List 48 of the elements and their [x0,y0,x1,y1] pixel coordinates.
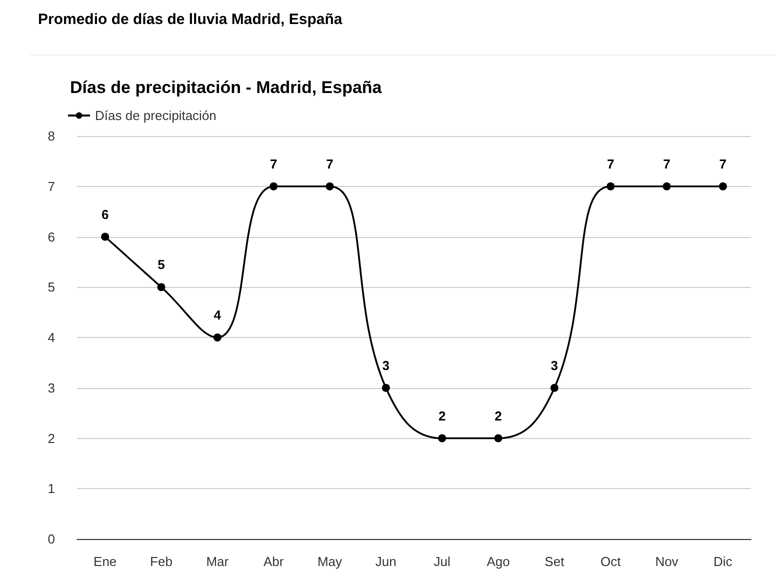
data-label: 5 [158,257,165,272]
x-tick-label: Oct [600,554,622,569]
y-tick-label: 4 [48,330,55,345]
data-label: 7 [606,156,614,172]
data-label: 6 [101,206,109,222]
data-label: 7 [719,156,727,172]
x-tick-label: Ago [486,554,510,569]
point [101,232,110,241]
legend-label: Días de precipitación [95,108,216,123]
data-label: 3 [382,358,390,373]
point [438,434,446,442]
x-tick-label: Dic [714,554,733,569]
chart-title: Promedio de días de lluvia Madrid, España [38,11,343,28]
point [494,434,502,442]
data-label: 2 [494,408,502,424]
point [550,384,558,392]
x-tick-label: Mar [206,554,230,569]
data-label: 7 [663,156,670,172]
data-label: 7 [270,156,278,172]
x-tick-label: Feb [150,554,172,569]
point [213,334,222,342]
x-tick-label: Jul [434,554,450,569]
y-tick-label: 1 [48,481,55,496]
x-tick-label: Set [544,554,565,569]
x-tick-label: Jun [375,554,396,569]
y-tick-label: 0 [48,532,55,546]
y-tick-label: 2 [48,430,55,446]
chart-subtitle: Días de precipitación - Madrid, España [70,78,382,97]
x-tick-label: Abr [263,554,284,569]
y-tick-label: 3 [48,380,55,396]
point [326,182,334,190]
data-label: 4 [214,308,222,322]
point [606,182,615,190]
point [662,182,671,190]
y-tick-label: 7 [48,178,55,194]
x-tick-label: May [317,554,343,569]
x-tick-label: Nov [655,554,679,569]
data-label: 2 [438,408,446,424]
point [382,384,390,392]
point [270,182,278,190]
data-label: 7 [326,156,334,172]
data-label: 3 [550,358,558,373]
y-tick-label: 5 [48,280,55,295]
point [718,182,727,190]
x-tick-label: Ene [94,554,117,569]
y-tick-label: 8 [48,128,55,144]
y-tick-label: 6 [48,229,55,244]
point [157,283,166,292]
